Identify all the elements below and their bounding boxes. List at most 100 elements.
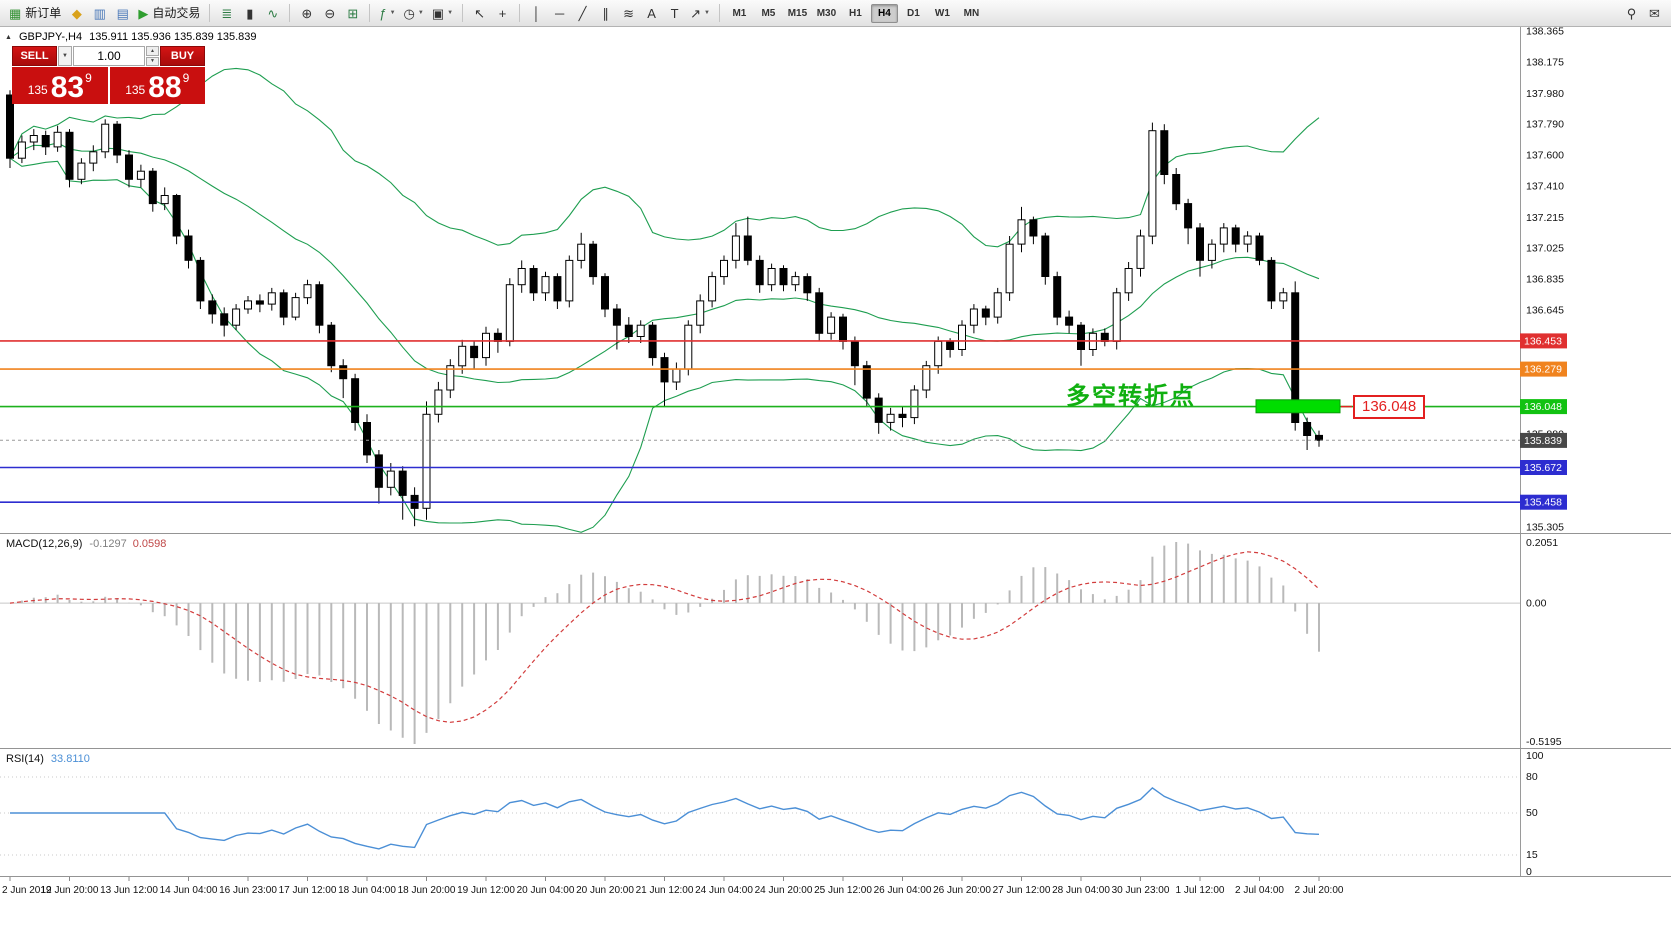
- text-button[interactable]: A: [640, 2, 663, 24]
- rsi-indicator-panel[interactable]: 100 80 50 15 0 RSI(14) 33.8110: [0, 748, 1671, 876]
- volume-input[interactable]: [73, 46, 145, 66]
- candlestick-chart-button[interactable]: ▮: [238, 2, 261, 24]
- rsi-axis-label: 80: [1526, 771, 1538, 783]
- line-chart-icon: ∿: [267, 5, 279, 21]
- buy-button[interactable]: BUY: [160, 46, 205, 66]
- text-icon: A: [647, 5, 656, 21]
- indicators-dropdown-icon[interactable]: ▼: [389, 10, 396, 16]
- trendline-button[interactable]: ╱: [571, 2, 594, 24]
- tile-windows-button[interactable]: ⊞: [341, 2, 364, 24]
- main-toolbar: ▦ 新订单 ◆ ▥ ▤ ▶ 自动交易 ≣ ▮ ∿ ⊕ ⊖ ⊞ ƒ ▼ ◷ ▼ ▣ ▼ ↖ + │ ─ ╱ ∥ ≋…: [0, 0, 1671, 27]
- price-badge-label: 136.279: [1524, 364, 1562, 376]
- highlight-rectangle[interactable]: [1255, 399, 1341, 414]
- time-axis-label: 28 Jun 04:00: [1052, 885, 1110, 896]
- time-axis-label: 2 Jul 20:00: [1295, 885, 1344, 896]
- bollinger-bands: [9, 67, 1320, 533]
- price-badge-label: 135.839: [1524, 435, 1562, 447]
- price-axis-label: 136.835: [1526, 274, 1564, 286]
- volume-up-icon[interactable]: ▲: [146, 46, 159, 56]
- navigator-button[interactable]: ▤: [111, 2, 134, 24]
- price-chart[interactable]: 138.365 138.175 137.980 137.790 137.600 137.4…: [0, 27, 1671, 533]
- horizontal-line-button[interactable]: ─: [548, 2, 571, 24]
- bollinger-lower-band: [9, 157, 1320, 533]
- indicators-button[interactable]: ƒ ▼: [375, 2, 399, 24]
- time-axis-label: 14 Jun 04:00: [160, 885, 218, 896]
- time-axis-label: 26 Jun 04:00: [874, 885, 932, 896]
- macd-indicator-panel[interactable]: 0.2051 0.00 -0.5195 MACD(12,26,9) -0.1297 0.…: [0, 533, 1671, 748]
- time-axis-label: 25 Jun 12:00: [814, 885, 872, 896]
- time-axis-label: 2 Jun 2019: [2, 885, 52, 896]
- horizontal-line-icon: ─: [554, 5, 565, 21]
- templates-button[interactable]: ▣ ▼: [428, 2, 457, 24]
- arrows-button[interactable]: ↗ ▼: [686, 2, 714, 24]
- new-order-button[interactable]: ▦ 新订单: [5, 2, 65, 24]
- text-label-button[interactable]: T: [663, 2, 686, 24]
- indicators-icon: ƒ: [379, 5, 387, 21]
- market-watch-button[interactable]: ◆: [65, 2, 88, 24]
- chat-button[interactable]: ✉: [1643, 2, 1666, 24]
- timeframe-m1-button[interactable]: M1: [726, 4, 753, 23]
- volume-down-icon[interactable]: ▼: [146, 56, 159, 66]
- price-axis-label: 137.410: [1526, 180, 1564, 192]
- sell-price-prefix: 135: [27, 83, 48, 97]
- arrows-dropdown-icon[interactable]: ▼: [703, 10, 710, 16]
- horizontal-level-lines[interactable]: [0, 340, 1520, 504]
- data-window-icon: ▥: [93, 5, 106, 21]
- data-window-button[interactable]: ▥: [88, 2, 111, 24]
- search-icon: ⚲: [1626, 5, 1637, 21]
- sell-price-display[interactable]: 135 83 9: [12, 67, 108, 104]
- zoom-in-button[interactable]: ⊕: [295, 2, 318, 24]
- fibonacci-icon: ≋: [623, 5, 635, 21]
- timeframe-m5-button[interactable]: M5: [755, 4, 782, 23]
- zoom-out-button[interactable]: ⊖: [318, 2, 341, 24]
- vertical-line-button[interactable]: │: [525, 2, 548, 24]
- price-axis-label: 137.215: [1526, 212, 1564, 224]
- timeframe-mn-button[interactable]: MN: [958, 4, 985, 23]
- bar-chart-button[interactable]: ≣: [215, 2, 238, 24]
- collapse-arrow-icon[interactable]: ▲: [5, 33, 12, 41]
- bar-chart-icon: ≣: [221, 5, 233, 21]
- equidistant-channel-button[interactable]: ∥: [594, 2, 617, 24]
- time-axis[interactable]: 2 Jun 2019 12 Jun 20:00 13 Jun 12:00 14 Jun…: [0, 876, 1671, 951]
- line-chart-button[interactable]: ∿: [261, 2, 284, 24]
- time-axis-label: 24 Jun 20:00: [755, 885, 813, 896]
- crosshair-button[interactable]: +: [491, 2, 514, 24]
- rsi-label: RSI(14) 33.8110: [6, 753, 90, 765]
- volume-dropdown-button[interactable]: ▼: [58, 46, 72, 66]
- price-chart-panel[interactable]: 138.365 138.175 137.980 137.790 137.600 137.4…: [0, 27, 1671, 533]
- sell-button[interactable]: SELL: [12, 46, 57, 66]
- sell-price-sup: 9: [85, 71, 92, 85]
- templates-dropdown-icon[interactable]: ▼: [447, 10, 454, 16]
- chart-annotation-text[interactable]: 多空转折点: [1066, 383, 1196, 410]
- price-axis-label: 137.790: [1526, 119, 1564, 131]
- timeframe-m30-button[interactable]: M30: [813, 4, 840, 23]
- timeframe-h1-button[interactable]: H1: [842, 4, 869, 23]
- chart-title-line: ▲ GBPJPY-,H4 135.911 135.936 135.839 135…: [5, 31, 257, 43]
- timeframe-toolbar: M1 M5 M15 M30 H1 H4 D1 W1 MN: [725, 3, 986, 23]
- rsi-axis-label: 15: [1526, 849, 1538, 861]
- search-button[interactable]: ⚲: [1620, 2, 1643, 24]
- price-axis-label: 137.025: [1526, 243, 1564, 255]
- candlestick-series: [6, 90, 1323, 527]
- rsi-line: [10, 786, 1320, 850]
- fibonacci-button[interactable]: ≋: [617, 2, 640, 24]
- cursor-button[interactable]: ↖: [468, 2, 491, 24]
- timeframe-w1-button[interactable]: W1: [929, 4, 956, 23]
- price-badge: [1520, 399, 1567, 415]
- buy-price-display[interactable]: 135 88 9: [109, 67, 205, 104]
- toolbar-separator: [369, 4, 371, 22]
- macd-signal-line: [9, 551, 1320, 723]
- timeframe-h4-button[interactable]: H4: [870, 4, 898, 23]
- periods-dropdown-icon[interactable]: ▼: [417, 10, 424, 16]
- time-axis-label: 20 Jun 04:00: [517, 885, 575, 896]
- price-callout-box[interactable]: 136.048: [1353, 394, 1426, 419]
- autotrade-button[interactable]: ▶ 自动交易: [134, 2, 204, 24]
- timeframe-d1-button[interactable]: D1: [900, 4, 927, 23]
- time-axis-label: 27 Jun 12:00: [993, 885, 1051, 896]
- periods-button[interactable]: ◷ ▼: [400, 2, 428, 24]
- crosshair-icon: +: [498, 5, 507, 21]
- time-axis-label: 18 Jun 20:00: [398, 885, 456, 896]
- time-axis-label: 2 Jul 04:00: [1235, 885, 1284, 896]
- timeframe-m15-button[interactable]: M15: [784, 4, 811, 23]
